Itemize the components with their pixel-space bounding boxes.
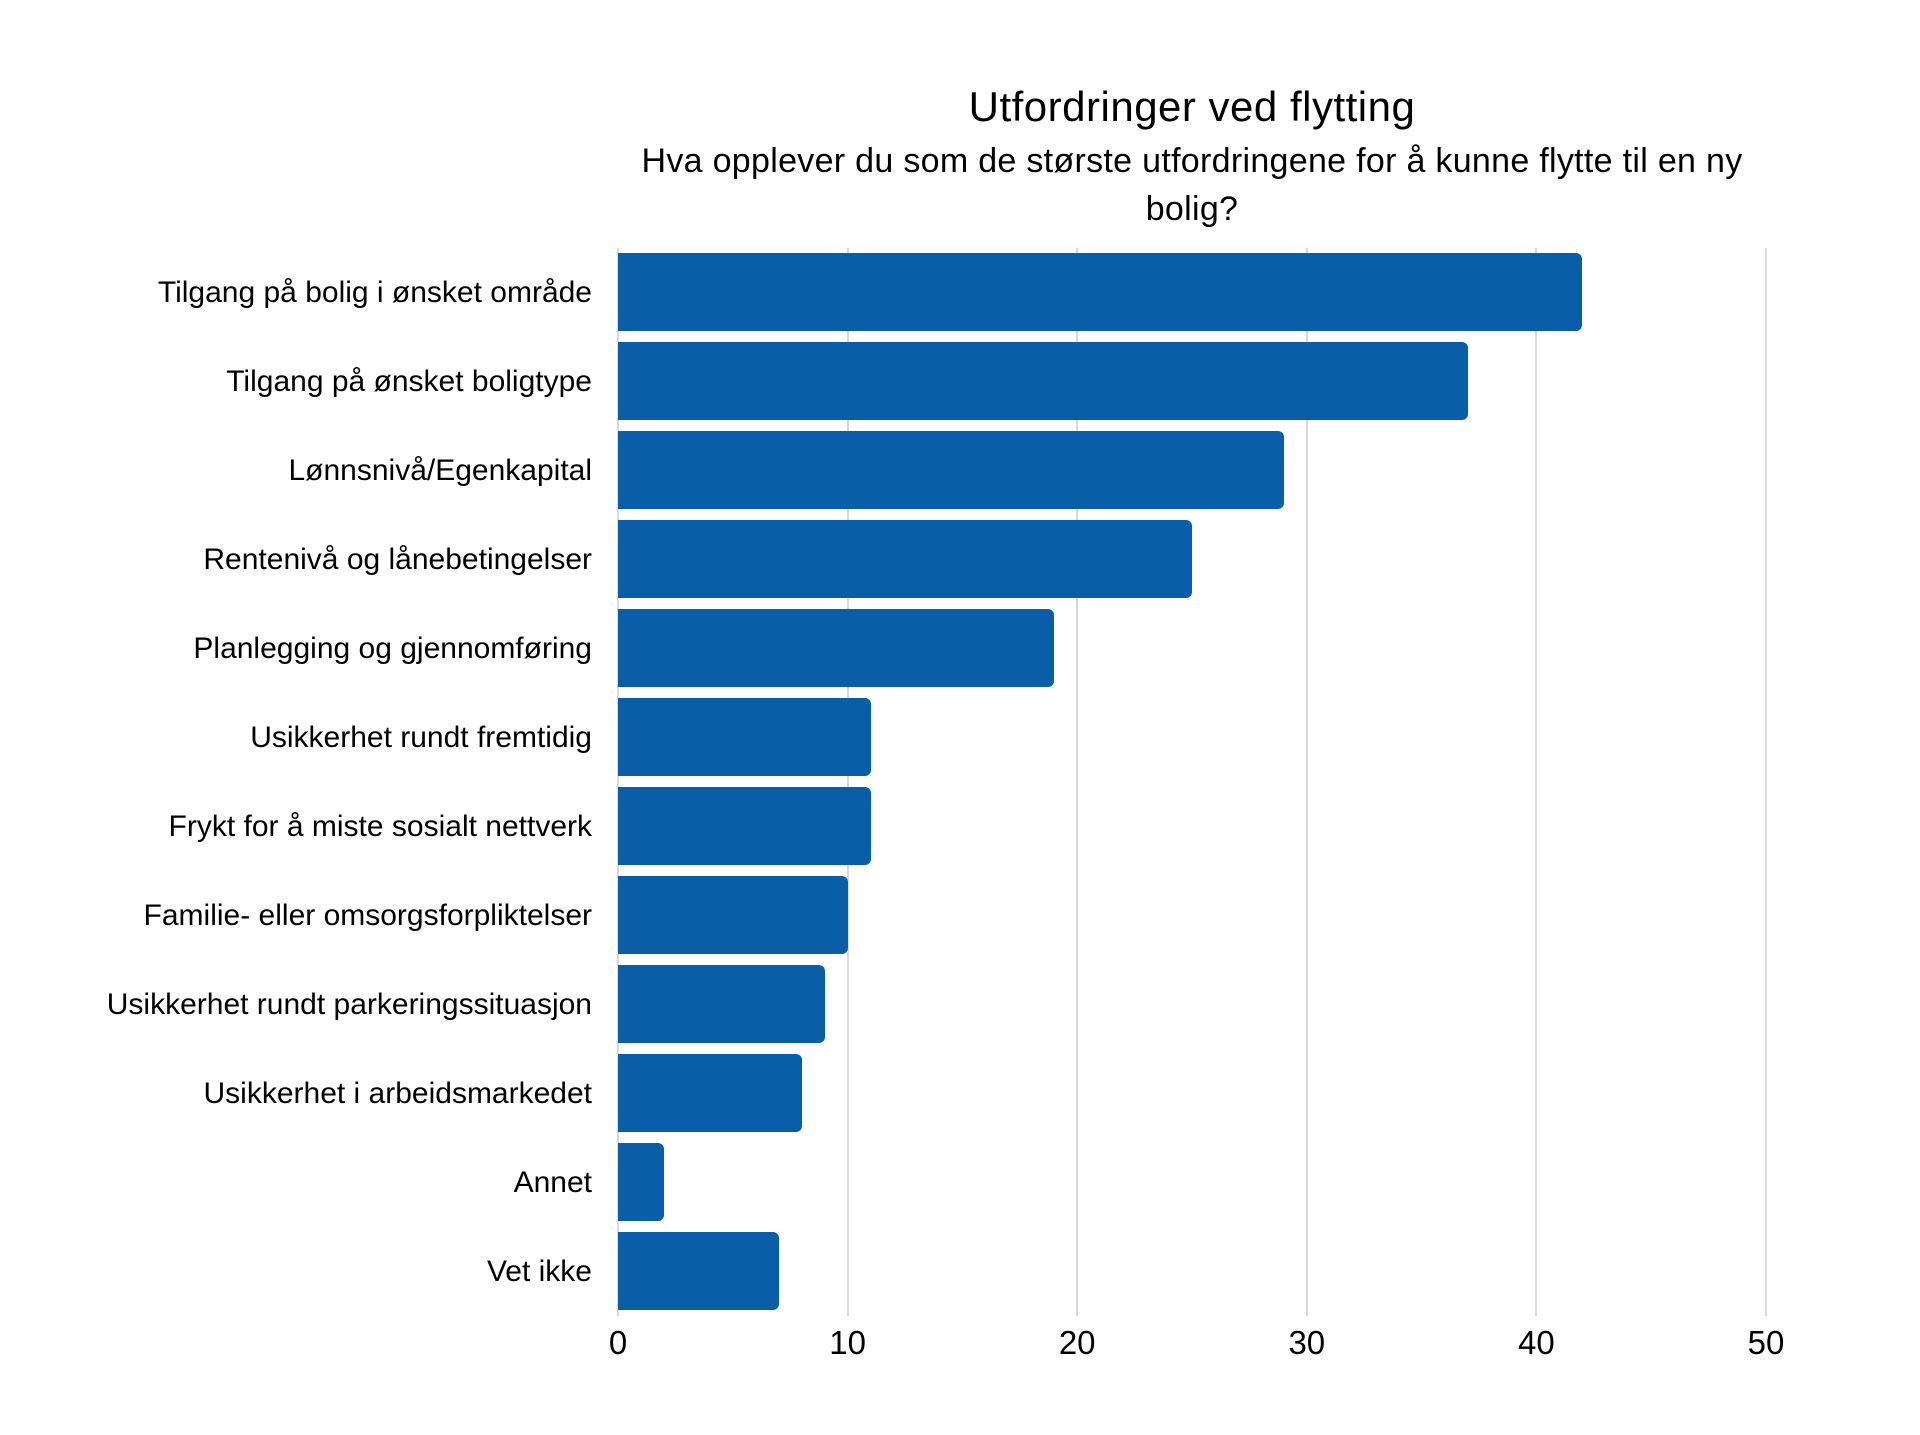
bar-chart: Tilgang på bolig i ønsket område Tilgang … — [0, 247, 1920, 1316]
bar-row: Frykt for å miste sosialt nettverk — [0, 782, 1920, 871]
chart-subtitle: Hva opplever du som de største utfordrin… — [641, 142, 1743, 228]
bar-12 — [618, 1232, 779, 1311]
bar-rows: Tilgang på bolig i ønsket område Tilgang … — [0, 248, 1920, 1316]
bar-track — [618, 342, 1766, 421]
category-label: Frykt for å miste sosialt nettverk — [168, 809, 592, 843]
bar-1 — [618, 253, 1583, 332]
bar-track — [618, 1143, 1766, 1222]
bar-2 — [618, 342, 1468, 421]
bar-row: Rentenivå og lånebetingelser — [0, 515, 1920, 604]
bar-6 — [618, 698, 871, 777]
x-tick-label: 40 — [1518, 1323, 1555, 1361]
bar-track — [618, 520, 1766, 599]
gridline-20 — [1076, 247, 1079, 1316]
bar-track — [618, 876, 1766, 955]
bar-track — [618, 1232, 1766, 1311]
gridline-30 — [1305, 247, 1308, 1316]
bar-5 — [618, 609, 1055, 688]
bar-row: Usikkerhet rundt fremtidig — [0, 693, 1920, 782]
bar-11 — [618, 1143, 664, 1222]
category-label: Usikkerhet i arbeidsmarkedet — [203, 1076, 593, 1110]
bar-row: Familie- eller omsorgsforpliktelser — [0, 871, 1920, 960]
x-tick-label: 30 — [1288, 1323, 1326, 1361]
gridline-layer — [617, 247, 1767, 1316]
bar-4 — [618, 520, 1192, 599]
bar-7 — [618, 787, 871, 866]
category-label: Tilgang på ønsket boligtype — [226, 364, 592, 398]
bar-track — [618, 787, 1766, 866]
bar-track — [618, 965, 1766, 1044]
bar-row: Vet ikke — [0, 1227, 1920, 1316]
category-label: Rentenivå og lånebetingelser — [203, 542, 592, 576]
x-tick-label: 10 — [829, 1323, 866, 1361]
category-label: Planlegging og gjennomføring — [193, 631, 592, 665]
bar-row: Usikkerhet rundt parkeringssituasjon — [0, 960, 1920, 1049]
chart-header: Utfordringer ved flytting Hva opplever d… — [618, 0, 1766, 234]
bar-8 — [618, 876, 848, 955]
gridline-50 — [1765, 247, 1767, 1316]
bar-3 — [618, 431, 1284, 510]
bar-track — [618, 698, 1766, 777]
x-axis: 0 10 20 30 40 50 — [609, 1316, 1785, 1372]
bar-track — [618, 253, 1766, 332]
x-tick-label: 50 — [1747, 1323, 1785, 1361]
bar-row: Usikkerhet i arbeidsmarkedet — [0, 1049, 1920, 1138]
x-tick-label: 20 — [1058, 1323, 1096, 1361]
category-label: Lønnsnivå/Egenkapital — [288, 453, 592, 487]
bar-row: Planlegging og gjennomføring — [0, 604, 1920, 693]
category-label: Usikkerhet rundt parkeringssituasjon — [106, 987, 592, 1021]
bar-track — [618, 431, 1766, 510]
category-label: Familie- eller omsorgsforpliktelser — [143, 898, 592, 932]
bar-row: Tilgang på bolig i ønsket område — [0, 248, 1920, 337]
bar-track — [618, 1054, 1766, 1133]
gridline-10 — [846, 247, 849, 1316]
gridline-40 — [1535, 247, 1538, 1316]
category-label: Annet — [513, 1165, 592, 1199]
category-label: Tilgang på bolig i ønsket område — [157, 275, 592, 309]
x-tick-label: 0 — [608, 1323, 628, 1361]
chart-title: Utfordringer ved flytting — [968, 83, 1416, 130]
bar-10 — [618, 1054, 802, 1133]
bar-row: Tilgang på ønsket boligtype — [0, 337, 1920, 426]
category-label: Vet ikke — [486, 1254, 592, 1288]
bar-row: Annet — [0, 1138, 1920, 1227]
bar-9 — [618, 965, 825, 1044]
gridline-0 — [617, 247, 619, 1316]
bar-track — [618, 609, 1766, 688]
category-label: Usikkerhet rundt fremtidig — [250, 720, 592, 754]
bar-row: Lønnsnivå/Egenkapital — [0, 426, 1920, 515]
